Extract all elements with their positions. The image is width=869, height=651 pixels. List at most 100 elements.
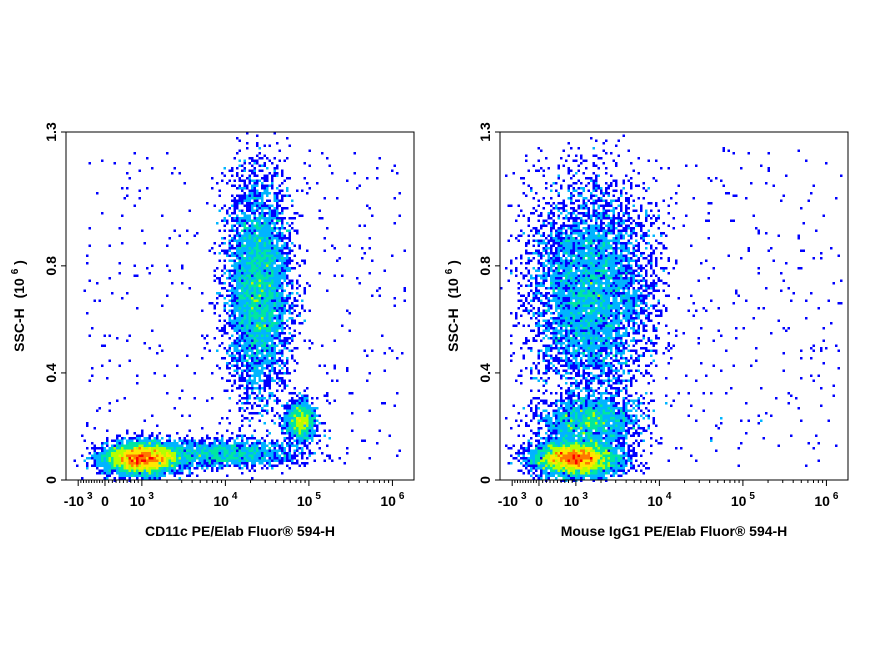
density-cell	[251, 317, 254, 320]
density-cell	[248, 452, 251, 455]
density-cell	[226, 429, 229, 432]
density-cell	[520, 462, 523, 465]
density-cell	[276, 464, 279, 467]
density-cell	[301, 429, 304, 432]
density-cell	[241, 267, 244, 270]
density-cell	[542, 449, 545, 452]
density-cell	[121, 464, 124, 467]
density-cell	[620, 344, 623, 347]
density-cell	[288, 267, 291, 270]
density-cell	[168, 437, 171, 440]
density-cell	[582, 252, 585, 255]
density-cell	[351, 392, 354, 395]
density-cell	[560, 264, 563, 267]
density-cell	[146, 472, 149, 475]
density-cell	[632, 452, 635, 455]
density-cell	[191, 439, 194, 442]
density-cell	[233, 297, 236, 300]
density-cell	[243, 447, 246, 450]
density-cell	[575, 449, 578, 452]
density-cell	[173, 474, 176, 477]
density-cell	[246, 279, 249, 282]
density-cell	[206, 447, 209, 450]
density-cell	[163, 467, 166, 470]
density-cell	[246, 269, 249, 272]
density-cell	[156, 459, 159, 462]
density-cell	[136, 434, 139, 437]
density-cell	[273, 354, 276, 357]
density-cell	[258, 374, 261, 377]
density-cell	[268, 369, 271, 372]
density-cell	[308, 309, 311, 312]
density-cell	[271, 229, 274, 232]
density-cell	[542, 262, 545, 265]
density-cell	[595, 287, 598, 290]
density-cell	[243, 462, 246, 465]
density-cell	[580, 457, 583, 460]
density-cell	[545, 437, 548, 440]
density-cell	[131, 454, 134, 457]
density-cell	[208, 457, 211, 460]
density-cell	[306, 409, 309, 412]
density-cell	[233, 179, 236, 182]
density-cell	[530, 462, 533, 465]
density-cell	[243, 337, 246, 340]
density-cell	[393, 404, 396, 407]
density-cell	[136, 457, 139, 460]
density-cell	[263, 292, 266, 295]
density-cell	[136, 447, 139, 450]
density-cell	[243, 324, 246, 327]
density-cell	[555, 434, 558, 437]
density-cell	[580, 379, 583, 382]
density-cell	[258, 314, 261, 317]
density-cell	[206, 454, 209, 457]
density-cell	[612, 337, 615, 340]
density-cell	[587, 447, 590, 450]
density-cell	[253, 309, 256, 312]
density-cell	[555, 332, 558, 335]
density-cell	[565, 312, 568, 315]
density-cell	[158, 477, 161, 480]
density-cell	[266, 299, 269, 302]
density-cell	[368, 237, 371, 240]
density-cell	[582, 462, 585, 465]
density-cell	[273, 302, 276, 305]
density-cell	[211, 462, 214, 465]
density-cell	[281, 197, 284, 200]
density-cell	[126, 432, 129, 435]
density-cell	[173, 444, 176, 447]
density-cell	[278, 149, 281, 152]
density-cell	[582, 212, 585, 215]
density-cell	[258, 242, 261, 245]
density-cell	[615, 184, 618, 187]
density-cell	[552, 299, 555, 302]
density-cell	[246, 264, 249, 267]
density-cell	[545, 477, 548, 480]
density-cell	[211, 469, 214, 472]
density-cell	[268, 294, 271, 297]
density-cell	[251, 242, 254, 245]
density-cell	[288, 422, 291, 425]
density-cell	[246, 209, 249, 212]
density-cell	[193, 457, 196, 460]
density-cell	[156, 457, 159, 460]
density-cell	[271, 329, 274, 332]
density-cell	[296, 232, 299, 235]
density-cell	[256, 334, 259, 337]
density-cell	[241, 222, 244, 225]
density-cell	[535, 469, 538, 472]
density-cell	[143, 454, 146, 457]
density-cell	[316, 407, 319, 410]
density-cell	[268, 457, 271, 460]
density-cell	[637, 364, 640, 367]
density-cell	[298, 442, 301, 445]
density-cell	[271, 187, 274, 190]
density-cell	[251, 189, 254, 192]
density-cell	[173, 467, 176, 470]
density-cell	[600, 447, 603, 450]
density-cell	[610, 257, 613, 260]
density-cell	[246, 454, 249, 457]
density-cell	[585, 327, 588, 330]
density-cell	[233, 267, 236, 270]
density-cell	[635, 244, 638, 247]
